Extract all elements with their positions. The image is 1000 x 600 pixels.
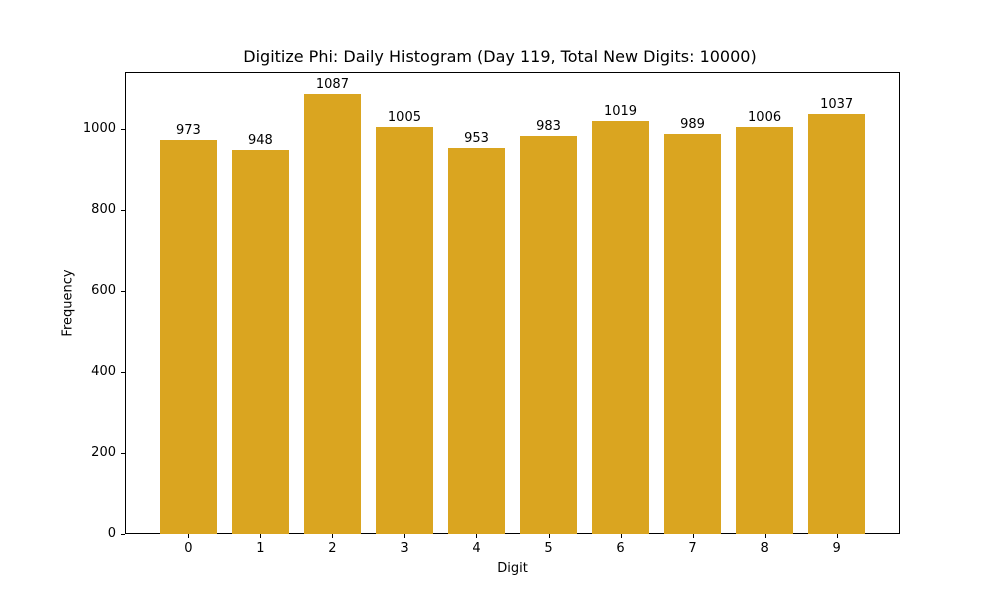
bar-9 [807, 114, 866, 534]
x-tick-label: 5 [544, 541, 553, 556]
x-tick [332, 534, 334, 538]
bar-value-label: 983 [536, 118, 561, 134]
bar-7 [663, 133, 722, 534]
bar-6 [591, 121, 650, 534]
x-tick-label: 9 [832, 541, 841, 556]
bar-value-label: 1006 [748, 109, 782, 125]
y-tick [121, 371, 125, 373]
y-tick-label: 600 [91, 283, 116, 299]
y-tick-label: 1000 [82, 121, 116, 137]
chart-title: Digitize Phi: Daily Histogram (Day 119, … [243, 47, 757, 66]
bar-8 [735, 126, 794, 534]
plot-area: 973 948 1087 1005 953 983 1019 989 1006 1037 [125, 72, 900, 534]
x-tick [692, 534, 694, 538]
x-tick-label: 8 [760, 541, 769, 556]
x-tick [620, 534, 622, 538]
x-tick [188, 534, 190, 538]
bar-0 [159, 140, 218, 534]
bar-value-label: 1037 [820, 97, 854, 113]
y-tick [121, 290, 125, 292]
x-tick-label: 1 [256, 541, 265, 556]
x-tick [836, 534, 838, 538]
bar-2 [303, 93, 362, 534]
x-tick [764, 534, 766, 538]
bar-4 [447, 148, 506, 534]
x-tick-label: 4 [472, 541, 481, 556]
x-tick [548, 534, 550, 538]
y-tick [121, 209, 125, 211]
bar-1 [231, 150, 290, 534]
x-tick-label: 6 [616, 541, 625, 556]
bar-value-label: 1087 [315, 76, 349, 92]
bar-5 [519, 135, 578, 534]
bar-3 [375, 127, 434, 534]
x-axis-label: Digit [497, 561, 528, 576]
bar-value-label: 989 [680, 116, 705, 132]
y-tick [121, 128, 125, 130]
x-tick [260, 534, 262, 538]
x-tick [404, 534, 406, 538]
x-tick-label: 7 [688, 541, 697, 556]
bar-value-label: 953 [464, 131, 489, 147]
x-tick-label: 2 [328, 541, 337, 556]
y-tick-label: 0 [107, 526, 116, 541]
x-tick [476, 534, 478, 538]
bar-value-label: 1005 [387, 110, 421, 126]
y-tick [121, 533, 125, 535]
x-tick-label: 0 [184, 541, 193, 556]
bar-value-label: 948 [247, 133, 273, 149]
y-tick [121, 452, 125, 454]
y-axis-label: Frequency [60, 269, 76, 337]
x-tick-label: 3 [400, 541, 409, 556]
y-tick-label: 800 [91, 202, 116, 218]
bar-value-label: 973 [175, 123, 201, 139]
y-tick-label: 200 [91, 445, 116, 461]
y-tick-label: 400 [91, 364, 116, 380]
bar-value-label: 1019 [603, 104, 638, 120]
